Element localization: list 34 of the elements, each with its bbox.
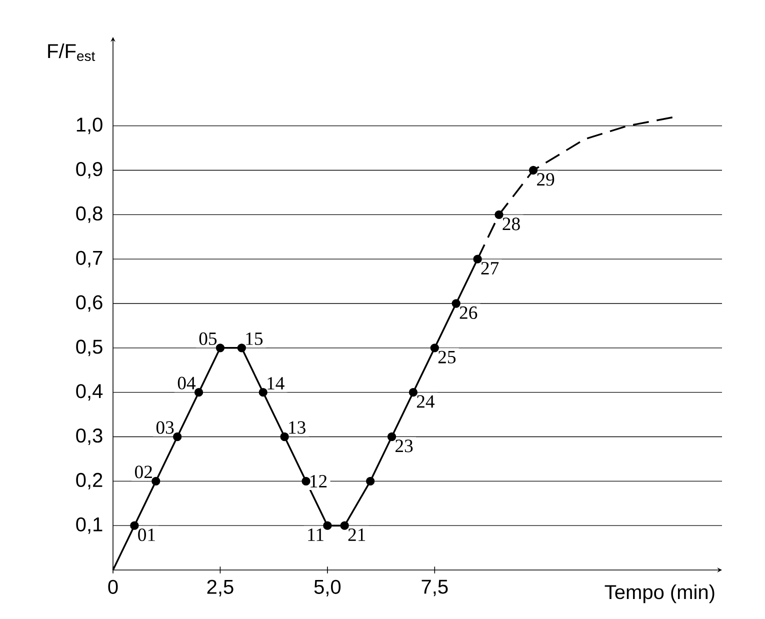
y-tick-label: 0,4 <box>76 384 103 401</box>
y-tick-label: 0,2 <box>76 472 102 490</box>
annotation: 25 <box>438 350 456 364</box>
annotation: 27 <box>481 262 499 274</box>
x-tick-label: 0 <box>108 580 118 594</box>
annotation: 11 <box>308 528 324 541</box>
annotation: 14 <box>268 377 284 390</box>
annotation: 26 <box>460 306 478 319</box>
annotation: 24 <box>416 395 435 408</box>
y-tick-label: 0,1 <box>76 517 102 534</box>
annotation: 02 <box>135 466 152 478</box>
x-axis-title: Tempo (min) <box>604 584 714 604</box>
y-tick-label: 0,8 <box>76 206 102 223</box>
x-tick-label: 2,5 <box>207 580 234 596</box>
y-tick-label: 0,6 <box>76 295 102 312</box>
annotation: 21 <box>348 528 366 541</box>
x-tick-label: 7,5 <box>422 580 448 596</box>
y-tick-label: 0,5 <box>76 340 102 356</box>
annotation: 23 <box>396 440 413 452</box>
annotation: 29 <box>537 173 554 186</box>
y-tick-label: 1,0 <box>76 118 102 134</box>
y-axis-title: F/F$_{est}$ <box>48 43 96 62</box>
annotation: 03 <box>156 421 174 434</box>
annotation: 04 <box>178 376 196 390</box>
annotation: 15 <box>246 332 263 345</box>
y-tick-label: 0,9 <box>76 162 102 179</box>
annotation: 12 <box>310 474 327 488</box>
x-tick-label: 5,0 <box>314 580 341 596</box>
annotation: 13 <box>289 421 306 434</box>
y-tick-label: 0,3 <box>76 428 102 446</box>
annotation: 05 <box>199 332 217 345</box>
y-tick-label: 0,7 <box>76 250 102 268</box>
annotation: 28 <box>502 218 520 230</box>
annotation: 01 <box>138 528 155 542</box>
